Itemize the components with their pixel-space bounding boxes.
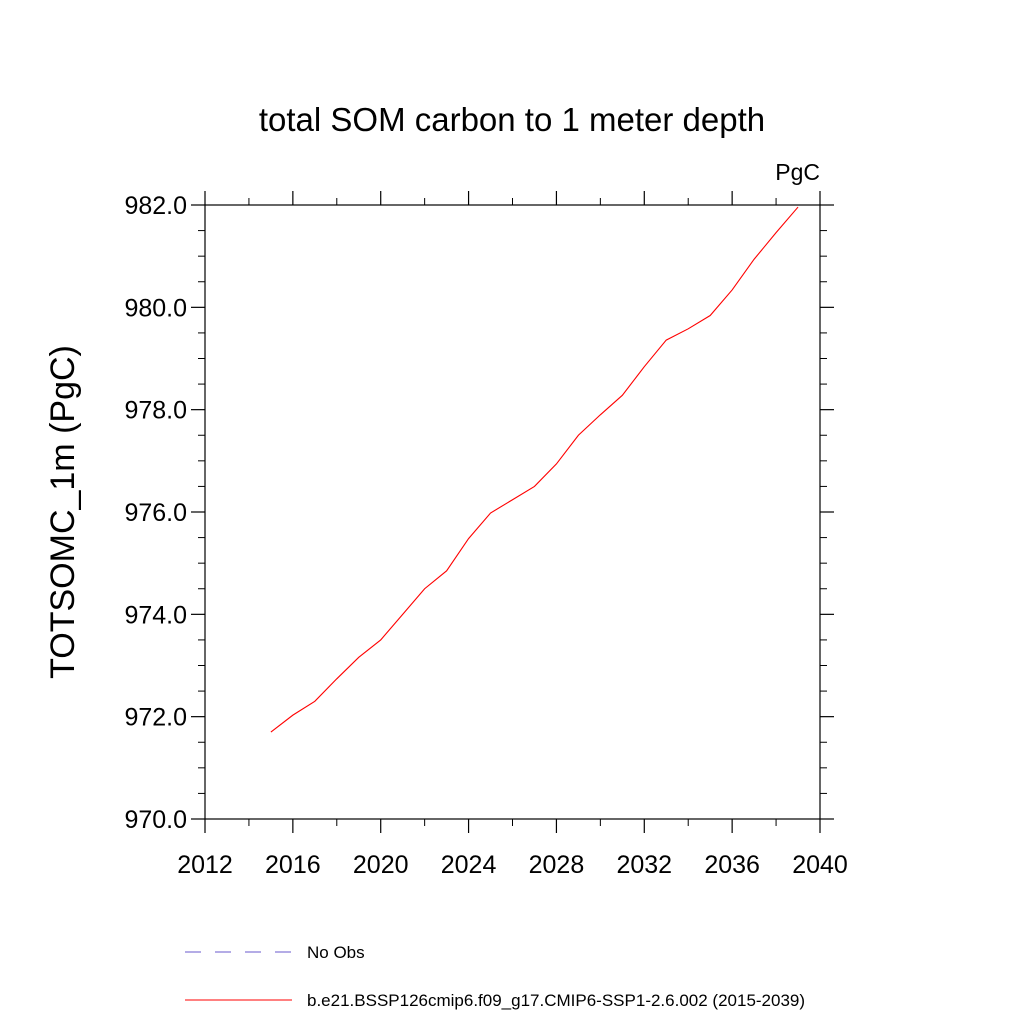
y-tick-label: 974.0 bbox=[124, 601, 187, 629]
series-line bbox=[270, 206, 799, 733]
plot-area: 2012 2016 2020 2024 2028 2032 2036 2040 970.0 972… bbox=[124, 191, 848, 879]
y-tick-label: 982.0 bbox=[124, 192, 187, 220]
x-tick-label: 2024 bbox=[441, 851, 497, 879]
x-tick-label: 2016 bbox=[265, 851, 321, 879]
y-tick-label: 972.0 bbox=[124, 704, 187, 732]
chart-title: total SOM carbon to 1 meter depth bbox=[259, 101, 765, 138]
y-tick-label: 976.0 bbox=[124, 499, 187, 527]
x-tick-label: 2012 bbox=[177, 851, 233, 879]
x-tick-label: 2032 bbox=[616, 851, 672, 879]
units-label: PgC bbox=[775, 159, 820, 185]
y-axis-label: TOTSOMC_1m (PgC) bbox=[44, 345, 82, 679]
x-tick-label: 2040 bbox=[792, 851, 848, 879]
y-tick-label: 980.0 bbox=[124, 294, 187, 322]
x-tick-label: 2020 bbox=[353, 851, 409, 879]
plot-frame bbox=[204, 204, 821, 820]
legend-label: b.e21.BSSP126cmip6.f09_g17.CMIP6-SSP1-2.… bbox=[307, 991, 805, 1010]
y-tick-label: 978.0 bbox=[124, 397, 187, 425]
legend-label: No Obs bbox=[307, 943, 365, 962]
x-tick-label: 2028 bbox=[529, 851, 585, 879]
x-tick-label: 2036 bbox=[704, 851, 760, 879]
y-tick-label: 970.0 bbox=[124, 806, 187, 834]
legend: No Obs b.e21.BSSP126cmip6.f09_g17.CMIP6-S… bbox=[185, 943, 805, 1010]
